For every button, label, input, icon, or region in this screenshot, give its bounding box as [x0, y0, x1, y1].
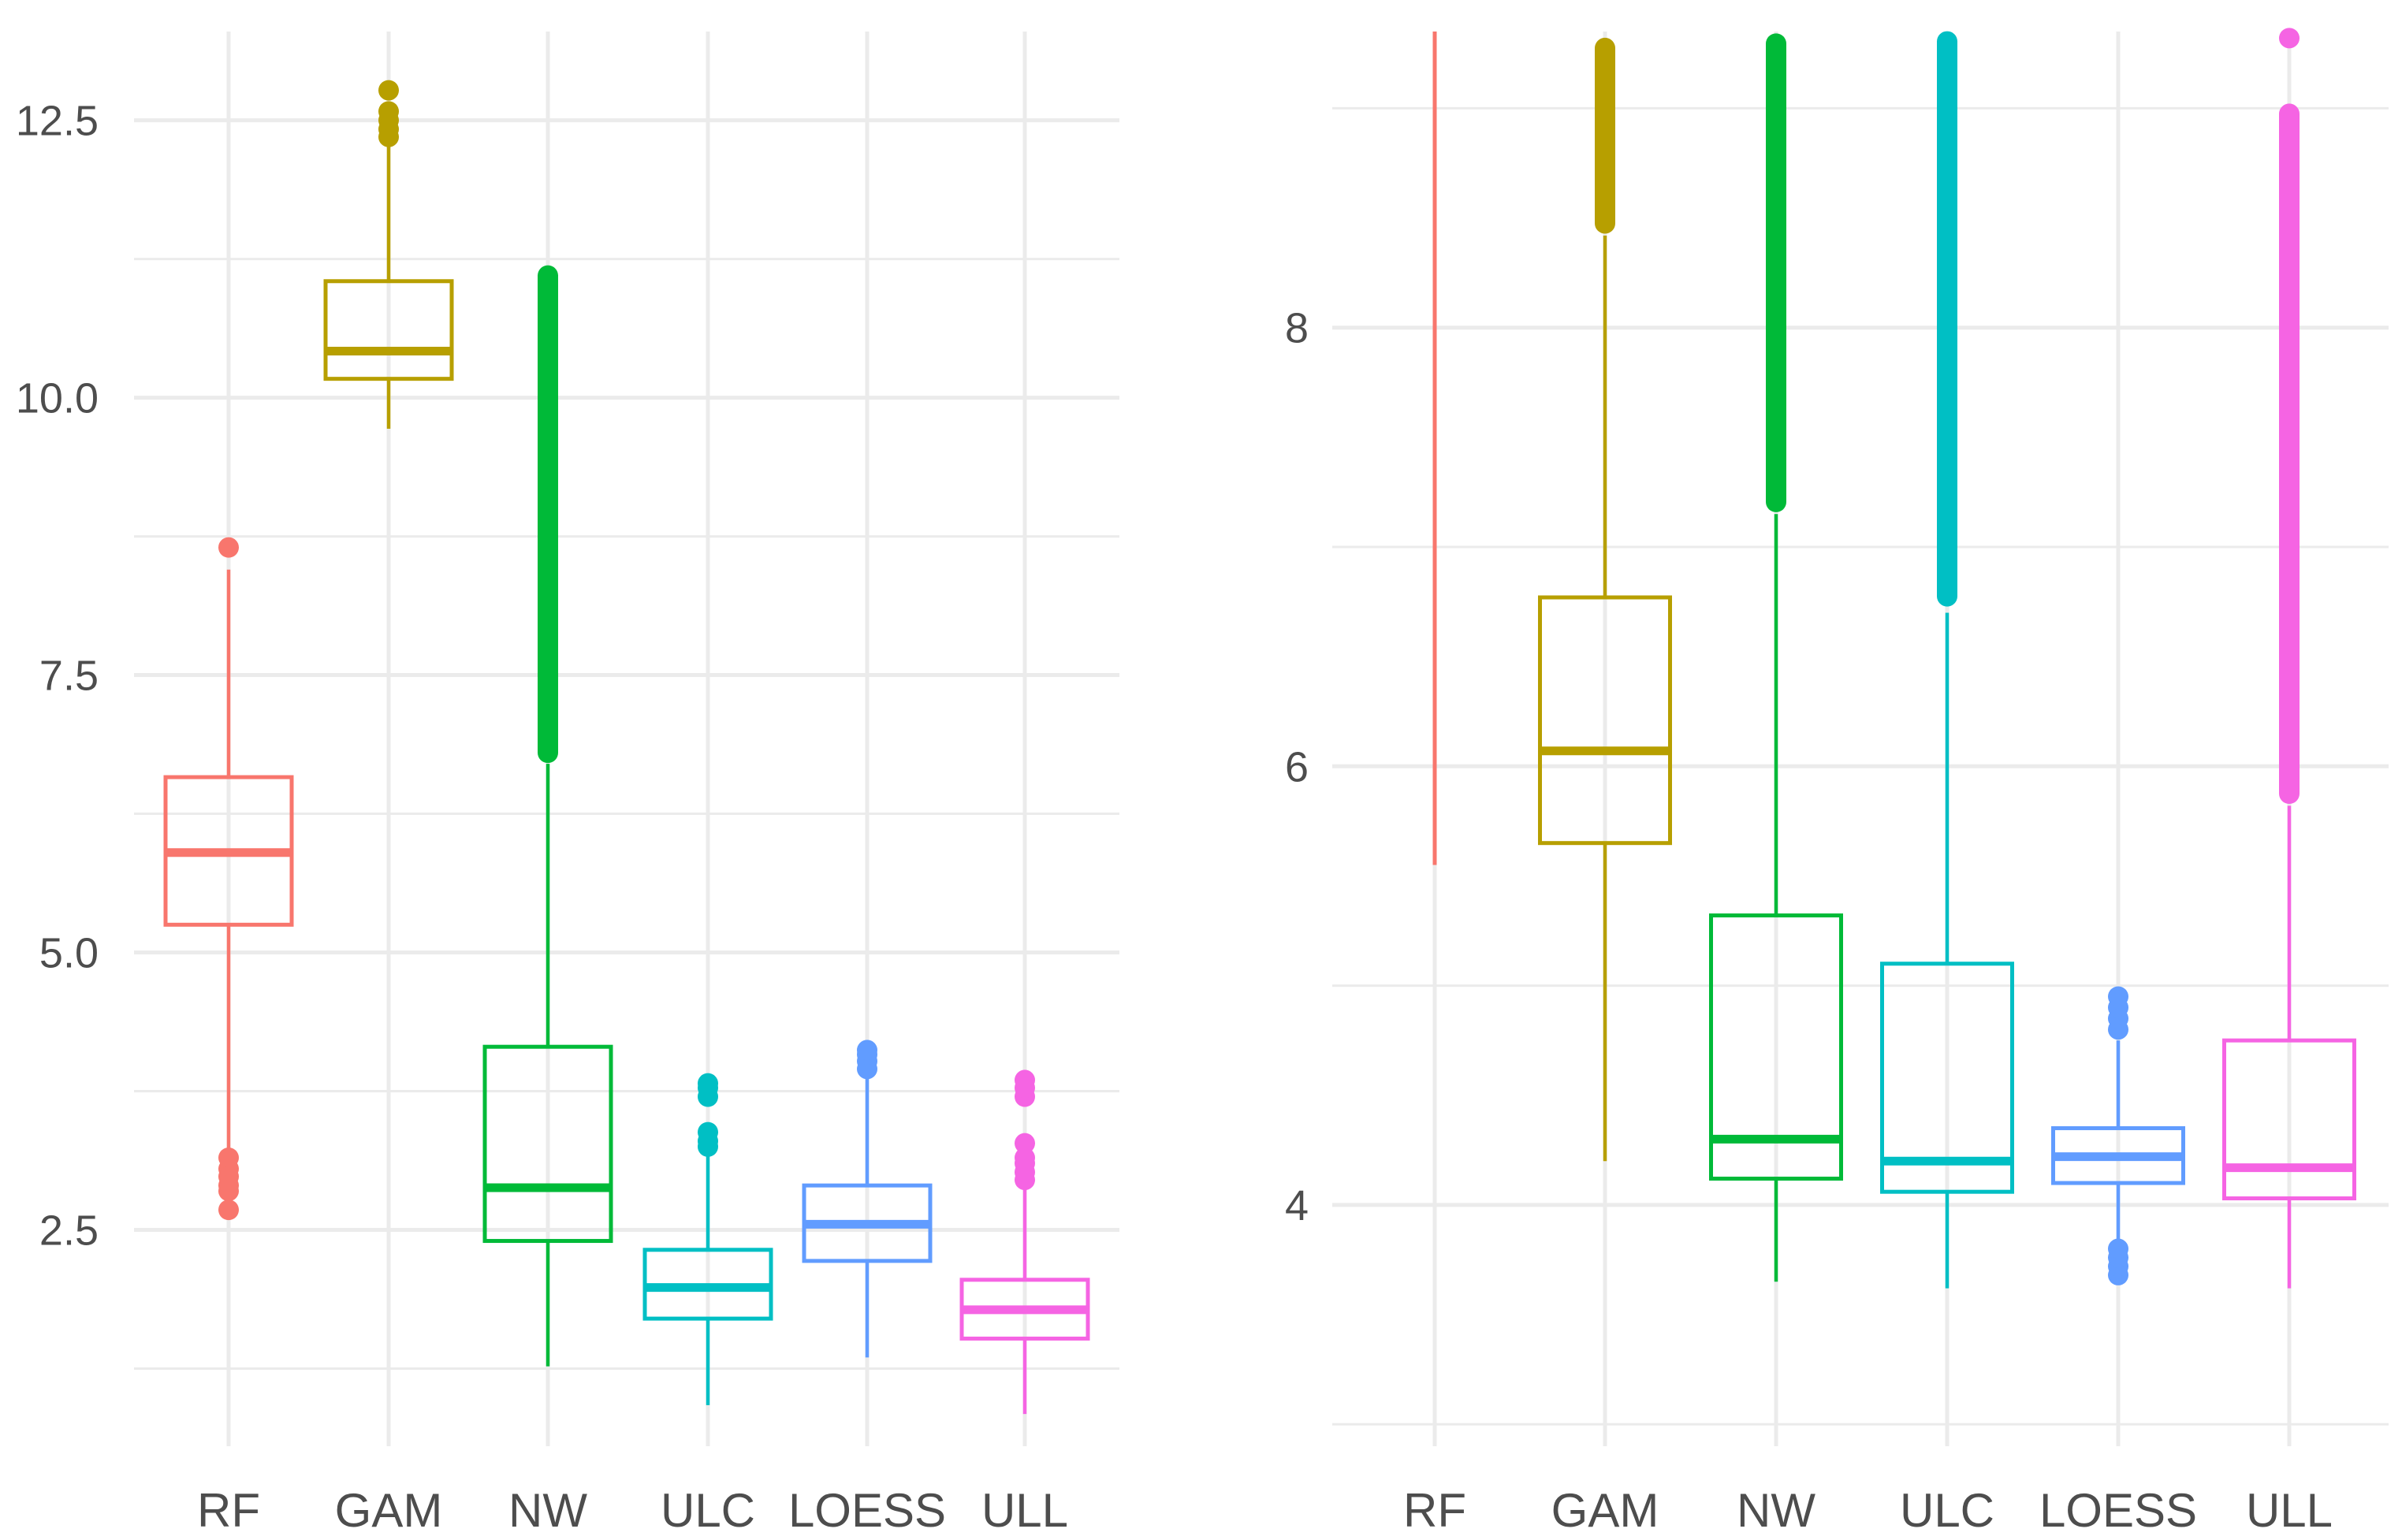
- box-rf: [163, 537, 294, 1221]
- box-ull: [2222, 28, 2356, 1289]
- y-tick-label: 10.0: [16, 375, 99, 422]
- box-gam: [1538, 37, 1672, 1162]
- outlier-band: [538, 265, 558, 764]
- x-tick-label: RF: [1403, 1484, 1466, 1537]
- y-tick-label: 12.5: [16, 98, 99, 145]
- outlier-point: [1015, 1069, 1035, 1091]
- y-tick-label: 8: [1285, 305, 1309, 352]
- iqr-box: [2222, 1038, 2356, 1201]
- box-nw: [482, 265, 613, 1367]
- outlier-point: [2279, 28, 2300, 49]
- outlier-point: [218, 1181, 239, 1202]
- outlier-point: [1015, 1133, 1035, 1154]
- x-tick-label: RF: [197, 1484, 260, 1537]
- outlier-point: [698, 1073, 718, 1094]
- outlier-point: [2108, 1238, 2128, 1259]
- box-ull: [959, 1069, 1090, 1415]
- box-ulc: [642, 1073, 773, 1405]
- box-loess: [2051, 986, 2185, 1285]
- iqr-box: [1538, 595, 1672, 846]
- outlier-point: [218, 537, 239, 558]
- outlier-point: [218, 1200, 239, 1221]
- right-boxplot-panel: 4 6 8 RF GAM NW ULC LOESS ULL: [1285, 28, 2389, 1537]
- box-ulc: [1880, 31, 2014, 1289]
- y-tick-label: 7.5: [39, 653, 99, 700]
- x-tick-label: GAM: [1551, 1484, 1659, 1537]
- iqr-box: [1709, 913, 1843, 1181]
- box-nw: [1709, 33, 1843, 1282]
- outlier-band: [1595, 37, 1615, 234]
- outlier-point: [378, 101, 399, 122]
- y-tick-label: 5.0: [39, 930, 99, 977]
- x-tick-label: GAM: [335, 1484, 443, 1537]
- box-gam: [323, 80, 454, 430]
- outlier-point: [698, 1122, 718, 1143]
- y-tick-label: 2.5: [39, 1207, 99, 1254]
- outlier-point: [378, 80, 399, 101]
- y-tick-label: 4: [1285, 1182, 1309, 1229]
- x-tick-label: ULC: [1900, 1484, 1994, 1537]
- y-tick-label: 6: [1285, 743, 1309, 790]
- iqr-box: [482, 1044, 613, 1244]
- x-tick-label: LOESS: [788, 1484, 946, 1537]
- left-boxplot-panel: 2.5 5.0 7.5 10.0 12.5 RF GAM NW ULC LOESS ULL: [16, 32, 1119, 1537]
- outlier-point: [1015, 1147, 1035, 1168]
- outlier-point: [857, 1040, 877, 1061]
- iqr-box: [323, 279, 454, 381]
- iqr-box: [1880, 962, 2014, 1194]
- x-tick-label: ULL: [2246, 1484, 2333, 1537]
- x-tick-label: NW: [508, 1484, 587, 1537]
- x-tick-label: NW: [1737, 1484, 1815, 1537]
- outlier-point: [2108, 986, 2128, 1007]
- x-tick-label: LOESS: [2039, 1484, 2197, 1537]
- x-tick-label: ULL: [981, 1484, 1068, 1537]
- x-tick-label: ULC: [661, 1484, 755, 1537]
- outlier-band: [1766, 33, 1786, 512]
- box-loess: [802, 1040, 933, 1358]
- outlier-band: [1937, 31, 1957, 607]
- outlier-band: [2279, 103, 2300, 805]
